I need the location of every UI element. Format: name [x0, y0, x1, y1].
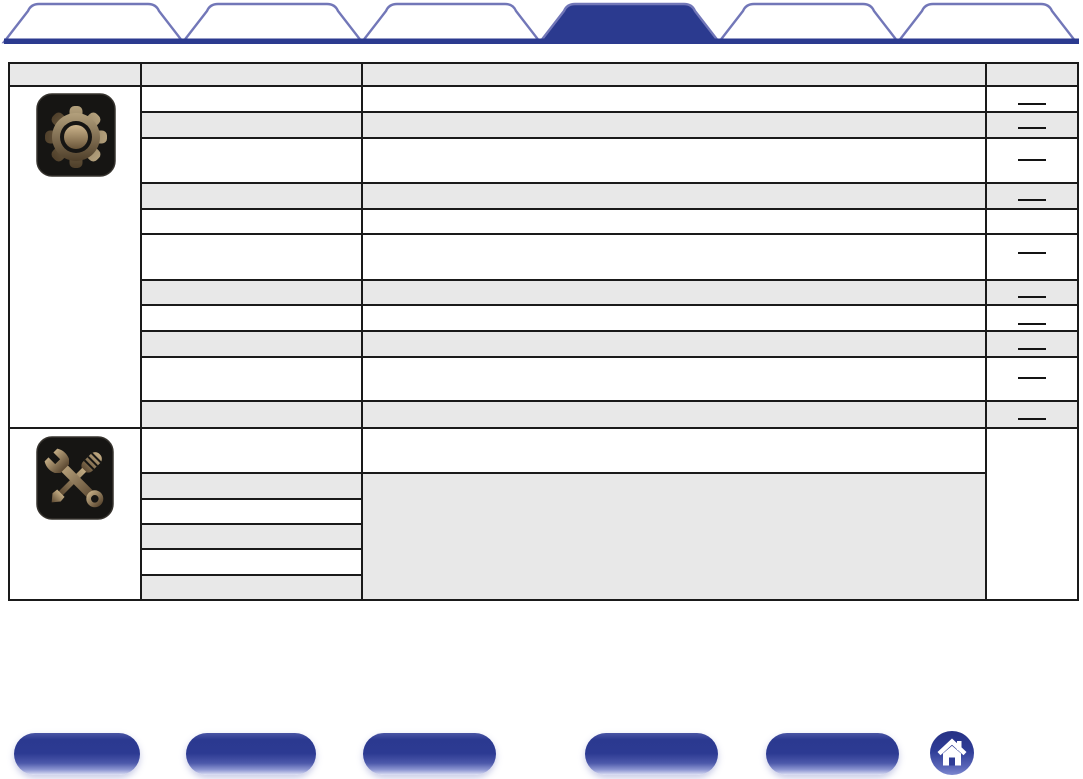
tab-bar	[1, 2, 1079, 44]
table-row-shade	[142, 474, 361, 498]
grid-line	[142, 208, 1077, 210]
home-door	[949, 757, 955, 766]
page-link[interactable]	[1018, 159, 1046, 161]
page-link[interactable]	[1018, 127, 1046, 129]
tab-5[interactable]	[716, 2, 901, 44]
grid-line	[142, 548, 363, 550]
home-button[interactable]	[930, 731, 974, 775]
table-row-shade	[142, 113, 1077, 137]
page-link[interactable]	[1018, 348, 1046, 350]
tab-1[interactable]	[1, 2, 186, 44]
grid-line	[142, 574, 363, 576]
tab-6[interactable]	[895, 2, 1079, 44]
home-icon	[937, 738, 967, 766]
column-line	[361, 64, 363, 599]
grid-line	[142, 137, 1077, 139]
column-line	[140, 64, 142, 599]
grid-line	[142, 279, 1077, 281]
grid-line	[142, 111, 1077, 113]
page-link[interactable]	[1018, 377, 1046, 379]
footer-button-3[interactable]	[363, 733, 496, 775]
merged-description-cell	[363, 474, 985, 599]
table-row-shade	[142, 332, 1077, 356]
section-divider-line	[10, 427, 1077, 429]
grid-line	[142, 330, 1077, 332]
tab-2[interactable]	[180, 2, 365, 44]
page-link[interactable]	[1018, 418, 1046, 420]
page-link[interactable]	[1018, 199, 1046, 201]
table-row-shade	[142, 402, 1077, 427]
grid-line	[142, 356, 1077, 358]
wrench-glyph	[44, 448, 104, 508]
footer-button-1[interactable]	[14, 733, 140, 775]
grid-line	[142, 304, 1077, 306]
tab-4-active[interactable]	[537, 2, 722, 44]
column-line	[985, 64, 987, 599]
grid-line	[142, 233, 1077, 235]
grid-line	[142, 498, 363, 500]
table-header-row	[10, 64, 1077, 85]
grid-line	[142, 182, 1077, 184]
page-link[interactable]	[1018, 296, 1046, 298]
table-row-shade	[142, 525, 361, 548]
tab-3[interactable]	[359, 2, 543, 44]
table-row-shade	[142, 184, 1077, 208]
grid-line	[142, 400, 1077, 402]
grid-line	[142, 523, 363, 525]
grid-line	[142, 472, 987, 474]
footer-button-4[interactable]	[585, 733, 718, 775]
wrench-screwdriver-tools-icon	[36, 436, 114, 520]
page-link[interactable]	[1018, 323, 1046, 325]
footer-button-2[interactable]	[186, 733, 316, 775]
tab-baseline-bar	[4, 38, 1079, 44]
table-row-shade	[142, 576, 361, 599]
footer-button-5[interactable]	[766, 733, 899, 775]
table-row-shade	[142, 281, 1077, 304]
page-link[interactable]	[1018, 252, 1046, 254]
grid-line	[10, 85, 1077, 87]
contents-table	[8, 62, 1079, 601]
page-link[interactable]	[1018, 103, 1046, 105]
gear-settings-icon	[36, 93, 116, 177]
